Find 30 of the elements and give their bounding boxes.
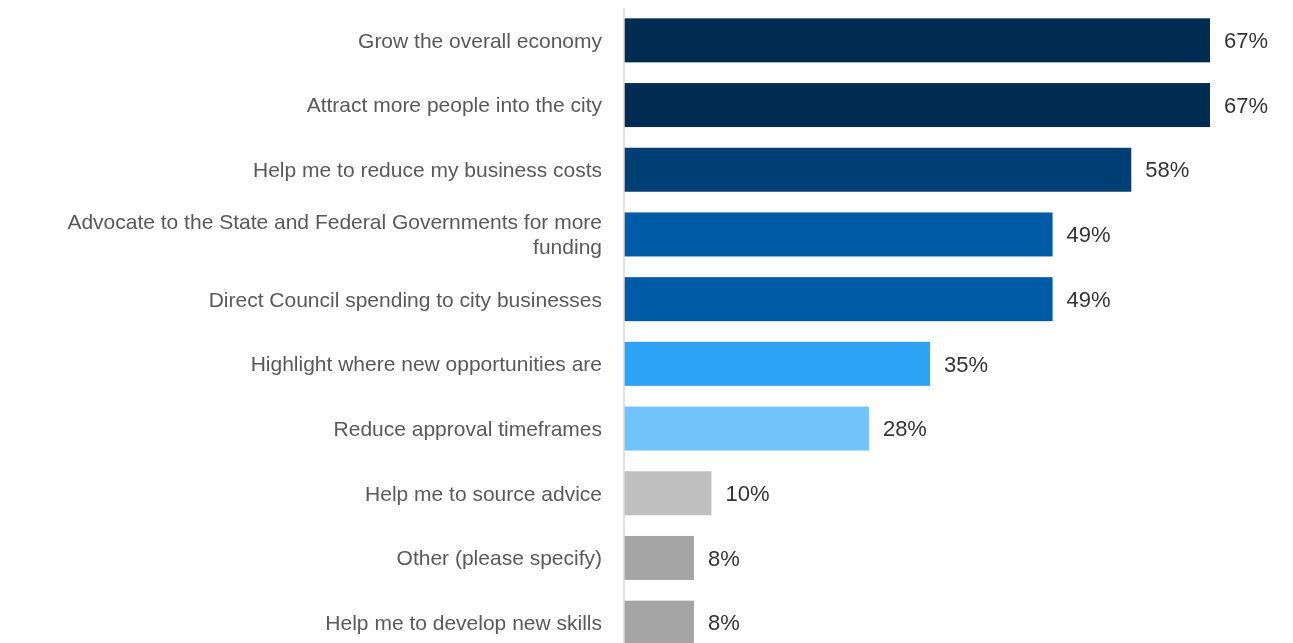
y-tick-label: Other (please specify) — [396, 546, 602, 570]
data-label: 35% — [944, 351, 989, 377]
bar — [624, 147, 1132, 192]
data-label: 8% — [707, 545, 740, 571]
bar — [624, 471, 712, 516]
bar — [624, 535, 694, 580]
bar — [624, 600, 694, 643]
data-label: 58% — [1145, 157, 1190, 183]
data-label: 8% — [707, 610, 740, 636]
y-tick-label: Advocate to the State and Federal Governments for more funding — [67, 210, 602, 259]
bar — [624, 83, 1210, 128]
data-label: 67% — [1224, 28, 1269, 54]
bar — [624, 18, 1210, 63]
y-tick-label: Attract more people into the city — [306, 93, 603, 117]
data-label: 49% — [1066, 286, 1111, 312]
data-label: 49% — [1066, 222, 1111, 248]
bar — [624, 341, 931, 386]
y-tick-label: Direct Council spending to city businesses — [208, 287, 602, 311]
data-label: 10% — [725, 480, 770, 506]
y-tick-label: Highlight where new opportunities are — [250, 352, 602, 376]
data-label: 67% — [1224, 92, 1269, 118]
bar — [624, 212, 1053, 257]
data-label: 28% — [882, 416, 927, 442]
y-tick-label: Help me to reduce my business costs — [253, 158, 602, 182]
y-tick-label: Reduce approval timeframes — [333, 416, 602, 440]
y-tick-label: Help me to source advice — [365, 481, 602, 505]
y-tick-label: Help me to develop new skills — [325, 611, 602, 634]
bar — [624, 406, 869, 451]
bar — [624, 277, 1053, 322]
y-tick-label: Grow the overall economy — [358, 28, 603, 52]
